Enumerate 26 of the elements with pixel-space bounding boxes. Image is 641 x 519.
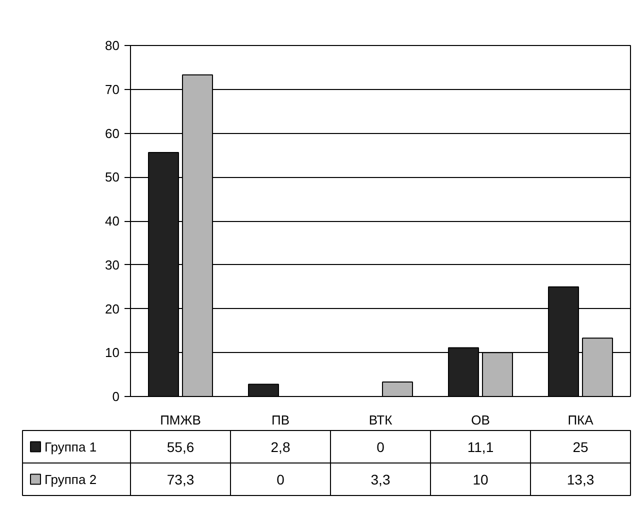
legend-label: Группа 1: [44, 439, 97, 454]
data-label: 0: [276, 471, 285, 488]
data-label: 10: [472, 471, 488, 488]
data-label: 73,3: [166, 471, 194, 488]
y-tick-label: 10: [105, 345, 120, 360]
legend-label: Группа 2: [44, 472, 97, 487]
data-label: 11,1: [467, 438, 494, 455]
data-label: 25: [572, 438, 588, 455]
x-tick-label: ВТК: [368, 412, 393, 428]
y-tick-label: 40: [105, 214, 120, 228]
x-tick-label: ПВ: [271, 412, 290, 428]
y-tick-label: 70: [105, 82, 120, 97]
y-tick-label: 50: [105, 170, 120, 185]
y-tick-label: 80: [105, 38, 120, 53]
y-tick-label: 0: [112, 389, 120, 404]
y-tick-label: 20: [105, 301, 120, 316]
y-tick-label: 30: [105, 257, 120, 272]
x-tick-label: ОВ: [471, 412, 490, 428]
data-label: 0: [376, 438, 385, 455]
x-tick-label: ПМЖВ: [160, 412, 201, 428]
data-label: 3,3: [370, 471, 390, 488]
data-label: 2,8: [270, 438, 290, 455]
x-tick-label: ПКА: [568, 412, 594, 428]
data-label: 55,6: [166, 438, 194, 455]
data-label: 13,3: [566, 471, 594, 488]
y-tick-label: 60: [105, 126, 120, 141]
